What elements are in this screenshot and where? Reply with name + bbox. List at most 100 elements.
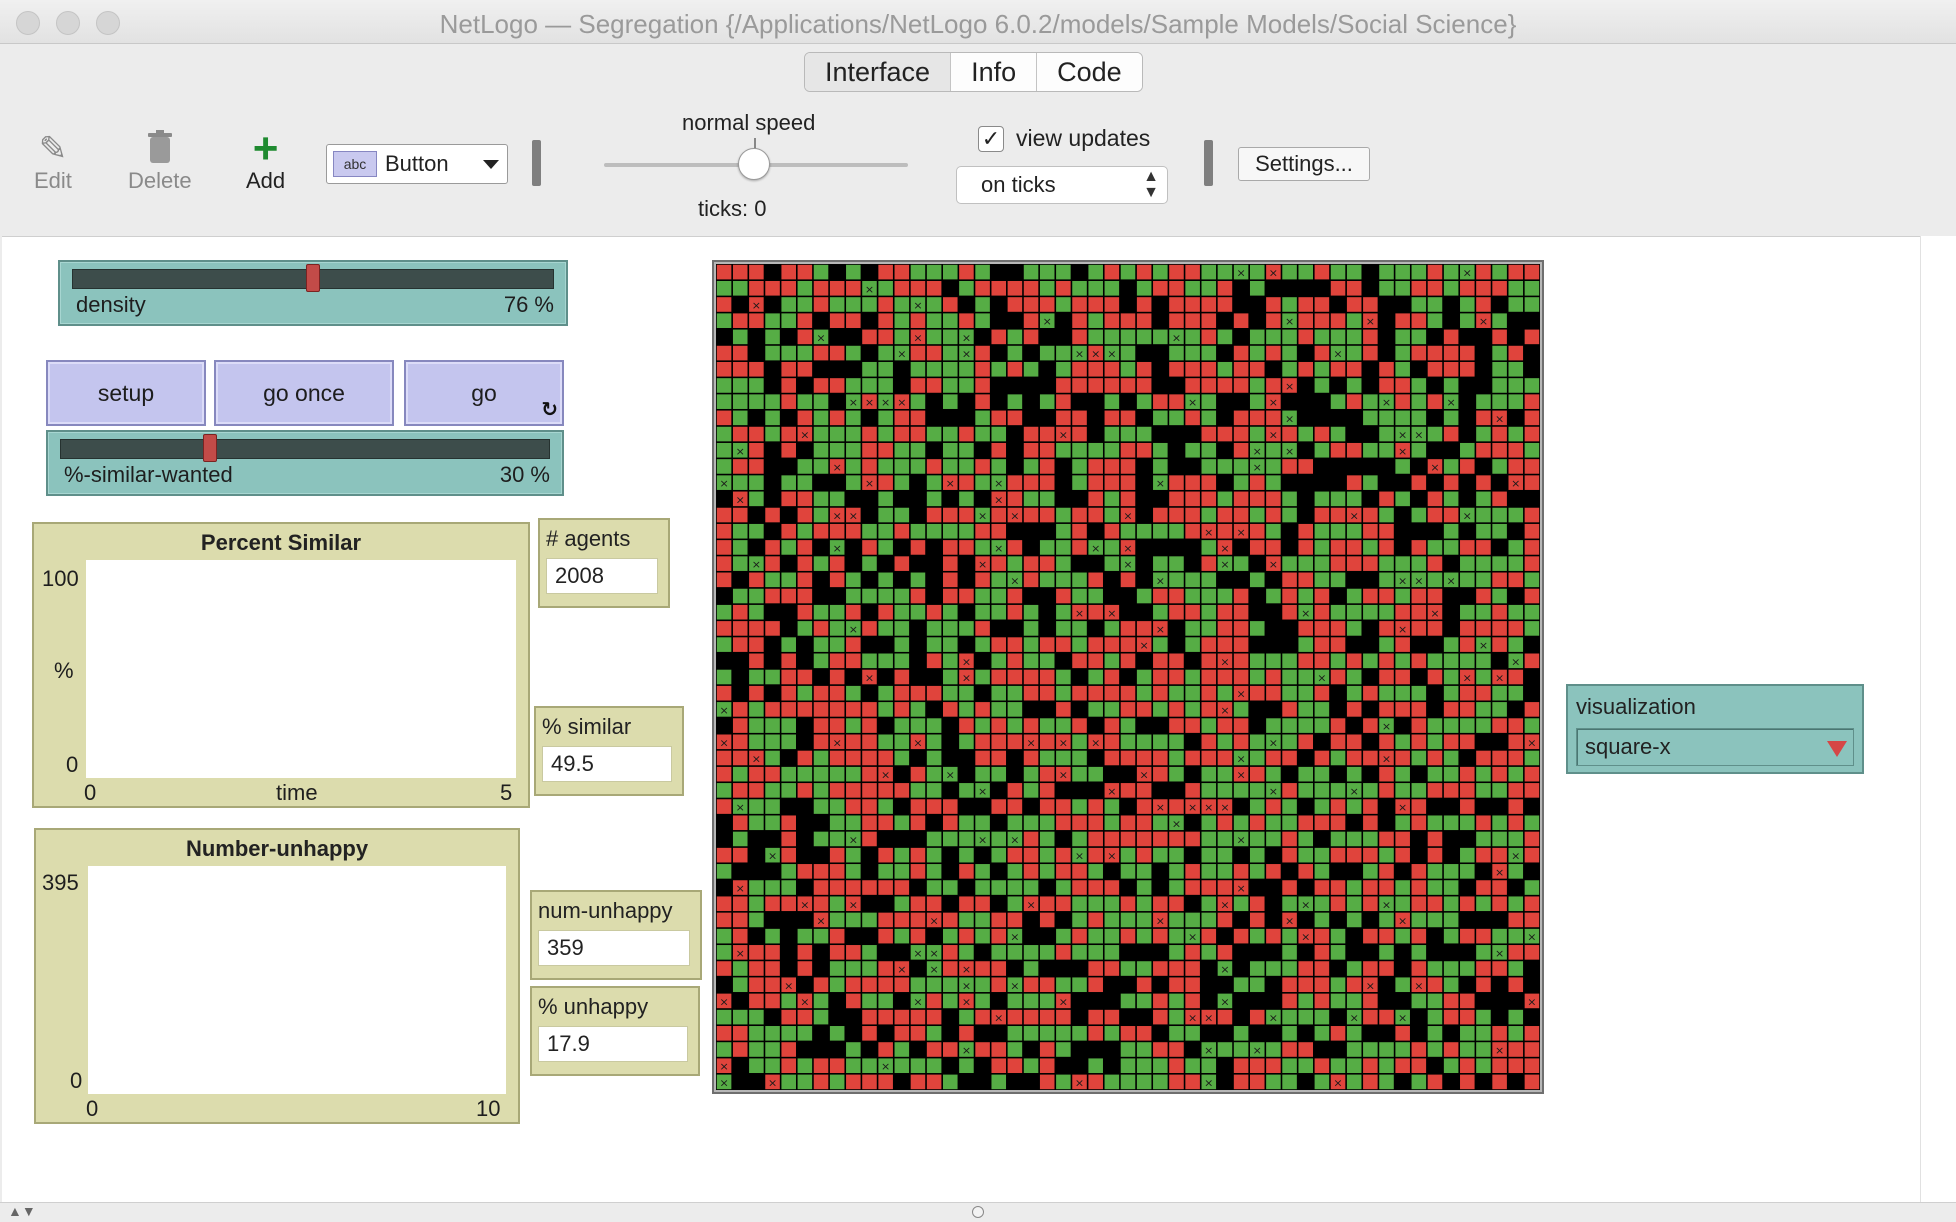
turtle-patch <box>959 896 974 912</box>
turtle-patch <box>1395 928 1410 944</box>
turtle-patch <box>716 442 732 458</box>
unhappy-x-mark: × <box>736 801 745 814</box>
tab-code[interactable]: Code <box>1037 53 1142 91</box>
turtle-patch <box>1056 394 1071 409</box>
turtle-patch <box>943 912 958 928</box>
split-arrows-icon[interactable]: ▲▼ <box>8 1203 36 1219</box>
turtle-patch <box>813 523 829 539</box>
turtle-patch <box>765 880 780 895</box>
density-slider[interactable]: density 76 % <box>58 260 568 326</box>
minimize-window-button[interactable] <box>56 11 80 35</box>
turtle-patch <box>1185 378 1200 393</box>
turtle-patch <box>1039 653 1055 669</box>
turtle-patch <box>1088 977 1103 993</box>
unhappy-x-mark: × <box>1091 736 1100 749</box>
turtle-patch <box>1427 1026 1443 1041</box>
turtle-patch <box>1508 1026 1524 1041</box>
turtle-patch <box>846 1058 861 1074</box>
turtle-patch <box>1330 815 1346 831</box>
turtle-patch <box>1201 1042 1217 1057</box>
turtle-patch <box>1056 523 1071 539</box>
turtle-patch <box>1217 685 1233 701</box>
turtle-patch <box>1346 653 1362 669</box>
setup-button[interactable]: setup <box>46 360 206 426</box>
turtle-patch <box>1088 831 1103 847</box>
turtle-patch <box>716 621 732 636</box>
turtle-patch <box>1185 329 1200 345</box>
turtle-patch <box>910 329 926 345</box>
unhappy-x-mark: × <box>1350 510 1359 523</box>
turtle-patch <box>1266 669 1281 685</box>
turtle-patch <box>1298 702 1314 717</box>
settings-button[interactable]: Settings... <box>1238 147 1370 181</box>
unhappy-x-mark: × <box>946 477 955 490</box>
turtle-patch <box>878 653 893 669</box>
similar-wanted-slider-knob[interactable] <box>202 434 217 462</box>
turtle-patch <box>1508 669 1524 685</box>
turtle-patch <box>1201 556 1217 571</box>
chevron-down-icon <box>483 160 499 169</box>
close-window-button[interactable] <box>16 11 40 35</box>
similar-wanted-slider[interactable]: %-similar-wanted 30 % <box>46 430 564 496</box>
turtle-patch <box>1363 1058 1378 1074</box>
turtle-patch <box>765 783 780 798</box>
turtle-patch <box>1363 313 1378 328</box>
turtle-patch <box>1524 945 1540 960</box>
turtle-patch <box>1233 750 1249 766</box>
edit-button[interactable]: ✎ Edit <box>34 130 72 194</box>
unhappy-x-mark: × <box>833 542 842 555</box>
unhappy-x-mark: × <box>752 299 761 312</box>
chooser-value-box[interactable]: square-x <box>1576 728 1854 766</box>
turtle-patch <box>959 718 974 733</box>
turtle-patch <box>1298 637 1314 652</box>
zoom-window-button[interactable] <box>96 11 120 35</box>
turtle-patch <box>1346 783 1362 798</box>
unhappy-x-mark: × <box>962 655 971 668</box>
turtle-patch <box>1330 556 1346 571</box>
view-updates-checkbox[interactable]: ✓ <box>978 126 1004 152</box>
turtle-patch <box>1056 1042 1071 1057</box>
turtle-patch <box>1266 540 1281 555</box>
tab-info[interactable]: Info <box>951 53 1038 91</box>
world-view[interactable]: × × ××× ×× × × ×× × × ×× × × × × ××× × × × × × × ×× ×× × × × ×× × × ×… <box>716 264 1540 1090</box>
turtle-patch <box>1169 669 1184 685</box>
similar-wanted-slider-track[interactable] <box>60 439 550 459</box>
turtle-patch <box>910 442 926 458</box>
delete-button[interactable]: Delete <box>128 130 192 194</box>
turtle-patch <box>991 637 1007 652</box>
turtle-patch <box>1217 831 1233 847</box>
go-button[interactable]: go ↻ <box>404 360 564 426</box>
update-mode-select[interactable]: on ticks ▲ ▼ <box>956 166 1168 204</box>
turtle-patch <box>781 831 796 847</box>
turtle-patch <box>1346 491 1362 507</box>
turtle-patch <box>1088 1026 1103 1041</box>
turtle-patch <box>1056 378 1071 393</box>
widget-type-select[interactable]: abc Button <box>326 144 508 184</box>
turtle-patch <box>846 880 861 895</box>
plot-title: Percent Similar <box>200 530 362 555</box>
turtle-patch <box>1023 669 1039 685</box>
split-handle[interactable] <box>972 1206 984 1218</box>
turtle-patch <box>1298 556 1314 571</box>
turtle-patch <box>975 264 990 280</box>
turtle-patch <box>1088 361 1103 377</box>
vertical-scrollbar[interactable] <box>1920 236 1956 1202</box>
unhappy-x-mark: × <box>1479 639 1488 652</box>
turtle-patch <box>894 621 910 636</box>
turtle-patch <box>1023 329 1039 345</box>
turtle-patch <box>829 702 845 717</box>
turtle-patch <box>1476 588 1491 604</box>
turtle-patch <box>1266 1058 1281 1074</box>
turtle-patch <box>1088 1074 1103 1090</box>
turtle-patch <box>1379 734 1394 750</box>
turtle-patch <box>1314 1009 1330 1025</box>
speed-slider-knob[interactable] <box>738 148 770 180</box>
turtle-patch <box>1088 685 1103 701</box>
turtle-patch <box>1023 281 1039 296</box>
add-button[interactable]: + Add <box>246 127 285 194</box>
density-slider-knob[interactable] <box>306 264 320 292</box>
tab-interface[interactable]: Interface <box>805 53 952 91</box>
visualization-chooser[interactable]: visualization square-x <box>1566 684 1864 774</box>
go-once-button[interactable]: go once <box>214 360 394 426</box>
turtle-patch <box>1524 896 1540 912</box>
